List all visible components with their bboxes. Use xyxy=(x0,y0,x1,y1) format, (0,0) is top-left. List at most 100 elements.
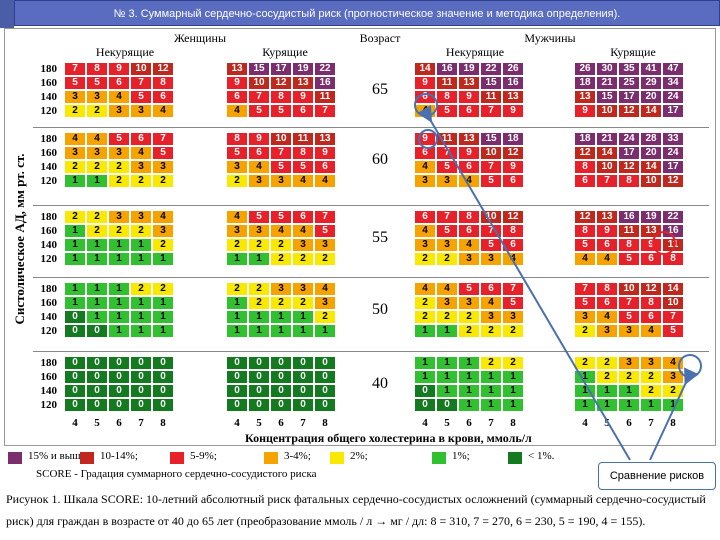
risk-cell: 2 xyxy=(65,105,85,117)
risk-cell: 9 xyxy=(459,91,479,103)
risk-cell: 0 xyxy=(271,385,291,397)
risk-cell: 5 xyxy=(153,147,173,159)
risk-cell: 5 xyxy=(575,239,595,251)
block-divider xyxy=(33,205,709,206)
risk-cell: 1 xyxy=(597,399,617,411)
risk-cell: 3 xyxy=(415,175,435,187)
bp-level-label: 140 xyxy=(40,161,58,173)
risk-cell: 2 xyxy=(271,253,291,265)
risk-cell: 0 xyxy=(227,357,247,369)
risk-cell: 0 xyxy=(131,371,151,383)
bp-level-label: 140 xyxy=(40,385,58,397)
risk-cell: 4 xyxy=(153,105,173,117)
risk-cell: 4 xyxy=(641,325,661,337)
risk-cell: 33 xyxy=(663,133,683,145)
risk-cell: 5 xyxy=(575,297,595,309)
risk-cell: 2 xyxy=(575,357,595,369)
risk-cell: 9 xyxy=(415,133,435,145)
risk-cell: 0 xyxy=(65,385,85,397)
risk-cell: 1 xyxy=(153,297,173,309)
risk-cell: 21 xyxy=(597,133,617,145)
risk-cell: 1 xyxy=(437,371,457,383)
risk-cell: 13 xyxy=(641,225,661,237)
block-divider xyxy=(33,351,709,352)
risk-cell: 7 xyxy=(271,147,291,159)
risk-cell: 4 xyxy=(65,133,85,145)
risk-cell: 0 xyxy=(271,357,291,369)
risk-cell: 1 xyxy=(271,325,291,337)
age-label: 60 xyxy=(372,151,388,168)
risk-cell: 2 xyxy=(315,253,335,265)
bp-level-label: 120 xyxy=(40,105,58,117)
risk-cell: 5 xyxy=(619,253,639,265)
legend-swatch xyxy=(330,452,344,464)
risk-cell: 3 xyxy=(437,297,457,309)
risk-cell: 2 xyxy=(153,283,173,295)
risk-cell: 1 xyxy=(87,311,107,323)
risk-cell: 4 xyxy=(415,225,435,237)
risk-cell: 8 xyxy=(227,133,247,145)
risk-cell: 4 xyxy=(597,253,617,265)
risk-cell: 0 xyxy=(131,385,151,397)
risk-cell: 9 xyxy=(503,161,523,173)
risk-cell: 4 xyxy=(109,91,129,103)
risk-cell: 2 xyxy=(575,325,595,337)
risk-cell: 4 xyxy=(293,225,313,237)
risk-cell: 5 xyxy=(65,77,85,89)
risk-cell: 4 xyxy=(293,175,313,187)
cholesterol-tick: 4 xyxy=(234,417,240,429)
bp-level-label: 120 xyxy=(40,399,58,411)
risk-cell: 1 xyxy=(87,253,107,265)
risk-cell: 5 xyxy=(459,283,479,295)
risk-cell: 10 xyxy=(271,133,291,145)
risk-cell: 1 xyxy=(131,239,151,251)
risk-cell: 2 xyxy=(271,239,291,251)
risk-cell: 8 xyxy=(87,63,107,75)
risk-cell: 3 xyxy=(619,357,639,369)
risk-cell: 1 xyxy=(481,385,501,397)
legend-swatch xyxy=(170,452,184,464)
risk-cell: 10 xyxy=(641,175,661,187)
risk-cell: 47 xyxy=(663,63,683,75)
risk-cell: 10 xyxy=(131,63,151,75)
risk-cell: 0 xyxy=(65,399,85,411)
risk-cell: 0 xyxy=(109,399,129,411)
risk-cell: 5 xyxy=(293,161,313,173)
risk-cell: 3 xyxy=(315,239,335,251)
risk-cell: 3 xyxy=(437,239,457,251)
risk-cell: 4 xyxy=(459,239,479,251)
risk-cell: 8 xyxy=(153,77,173,89)
risk-cell: 3 xyxy=(87,91,107,103)
risk-cell: 3 xyxy=(109,211,129,223)
risk-cell: 4 xyxy=(315,283,335,295)
risk-cell: 10 xyxy=(663,297,683,309)
risk-cell: 14 xyxy=(641,105,661,117)
risk-cell: 1 xyxy=(227,297,247,309)
risk-cell: 1 xyxy=(503,399,523,411)
risk-cell: 2 xyxy=(437,253,457,265)
risk-cell: 12 xyxy=(271,77,291,89)
risk-cell: 6 xyxy=(293,105,313,117)
risk-cell: 1 xyxy=(109,311,129,323)
risk-cell: 0 xyxy=(415,385,435,397)
risk-cell: 6 xyxy=(415,147,435,159)
risk-cell: 6 xyxy=(503,175,523,187)
risk-cell: 4 xyxy=(415,161,435,173)
risk-cell: 2 xyxy=(109,161,129,173)
risk-cell: 10 xyxy=(249,77,269,89)
header-smokers-men: Курящие xyxy=(610,45,656,59)
risk-cell: 2 xyxy=(65,211,85,223)
risk-cell: 6 xyxy=(481,283,501,295)
risk-cell: 0 xyxy=(131,357,151,369)
risk-cell: 1 xyxy=(641,399,661,411)
risk-cell: 7 xyxy=(249,91,269,103)
risk-cell: 22 xyxy=(663,211,683,223)
risk-cell: 6 xyxy=(459,105,479,117)
risk-cell: 17 xyxy=(271,63,291,75)
risk-cell: 7 xyxy=(663,311,683,323)
legend-swatch xyxy=(8,452,22,464)
risk-cell: 11 xyxy=(437,133,457,145)
risk-cell: 0 xyxy=(109,385,129,397)
risk-cell: 8 xyxy=(619,239,639,251)
bp-level-label: 120 xyxy=(40,325,58,337)
